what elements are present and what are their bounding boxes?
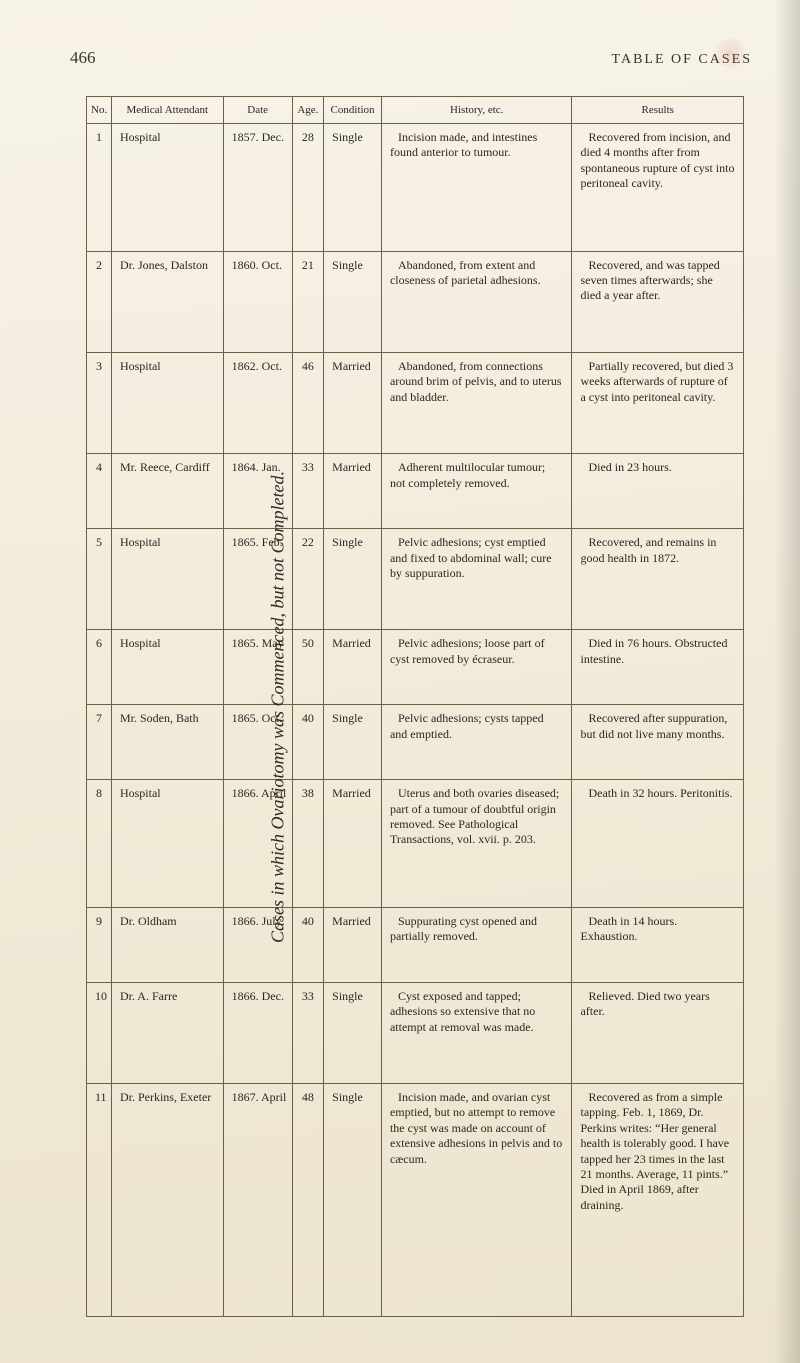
cell-results: Partially recovered, but died 3 weeks af…: [572, 352, 744, 453]
table-row: 10 Dr. A. Farre 1866. Dec. 33 Single Cys…: [87, 982, 744, 1083]
cell-condition: Married: [324, 630, 382, 705]
cell-attendant: Hospital: [111, 124, 223, 252]
cell-date: 1866. Dec.: [223, 982, 292, 1083]
table-row: 2 Dr. Jones, Dalston 1860. Oct. 21 Singl…: [87, 251, 744, 352]
cell-results: Recovered, and was tapped seven times af…: [572, 251, 744, 352]
cell-age: 40: [292, 907, 324, 982]
table-row: 8 Hospital 1866. April 38 Married Uterus…: [87, 780, 744, 908]
cell-no: 5: [87, 529, 112, 630]
cell-attendant: Dr. Jones, Dalston: [111, 251, 223, 352]
cell-history: Pelvic adhesions; cyst emptied and fixed…: [381, 529, 572, 630]
col-attendant: Medical Attendant: [111, 97, 223, 124]
cases-table: No. Medical Attendant Date Age. Conditio…: [86, 96, 744, 1317]
cell-history: Incision made, and intestines found ante…: [381, 124, 572, 252]
cell-condition: Single: [324, 251, 382, 352]
cell-no: 2: [87, 251, 112, 352]
cell-attendant: Hospital: [111, 529, 223, 630]
cell-condition: Single: [324, 1084, 382, 1317]
table-row: 1 Hospital 1857. Dec. 28 Single Incision…: [87, 124, 744, 252]
cell-date: 1867. April: [223, 1084, 292, 1317]
cell-results: Died in 76 hours. Obstructed intestine.: [572, 630, 744, 705]
page-header: 466 TABLE OF CASES: [60, 48, 756, 92]
col-age: Age.: [292, 97, 324, 124]
cell-age: 50: [292, 630, 324, 705]
cell-no: 7: [87, 705, 112, 780]
cell-history: Abandoned, from extent and closeness of …: [381, 251, 572, 352]
cell-attendant: Hospital: [111, 780, 223, 908]
cell-date: 1862. Oct.: [223, 352, 292, 453]
cell-attendant: Hospital: [111, 630, 223, 705]
table-row: 7 Mr. Soden, Bath 1865. Oct. 40 Single P…: [87, 705, 744, 780]
cell-age: 40: [292, 705, 324, 780]
table-row: 3 Hospital 1862. Oct. 46 Married Abandon…: [87, 352, 744, 453]
cell-history: Cyst exposed and tapped; adhesions so ex…: [381, 982, 572, 1083]
cell-no: 8: [87, 780, 112, 908]
cell-no: 3: [87, 352, 112, 453]
table-side-title: Cases in which Ovariotomy was Commenced,…: [267, 471, 288, 943]
cell-condition: Single: [324, 705, 382, 780]
page-scan: 466 TABLE OF CASES Cases in which Ovario…: [0, 0, 800, 1363]
cell-attendant: Mr. Soden, Bath: [111, 705, 223, 780]
cell-no: 11: [87, 1084, 112, 1317]
cell-age: 38: [292, 780, 324, 908]
cell-age: 33: [292, 454, 324, 529]
cell-attendant: Dr. Oldham: [111, 907, 223, 982]
cell-no: 9: [87, 907, 112, 982]
cell-age: 28: [292, 124, 324, 252]
table-row: 6 Hospital 1865. May 50 Married Pelvic a…: [87, 630, 744, 705]
cell-attendant: Dr. A. Farre: [111, 982, 223, 1083]
cell-results: Death in 14 hours. Exhaustion.: [572, 907, 744, 982]
cell-condition: Single: [324, 124, 382, 252]
cell-results: Recovered as from a simple tapping. Feb.…: [572, 1084, 744, 1317]
cell-no: 1: [87, 124, 112, 252]
cell-condition: Married: [324, 454, 382, 529]
cell-condition: Married: [324, 907, 382, 982]
cell-results: Recovered, and remains in good health in…: [572, 529, 744, 630]
cell-results: Died in 23 hours.: [572, 454, 744, 529]
cell-no: 6: [87, 630, 112, 705]
table-body: 1 Hospital 1857. Dec. 28 Single Incision…: [87, 124, 744, 1317]
col-condition: Condition: [324, 97, 382, 124]
cell-condition: Single: [324, 982, 382, 1083]
cell-age: 22: [292, 529, 324, 630]
cell-age: 46: [292, 352, 324, 453]
cell-condition: Married: [324, 780, 382, 908]
cell-age: 33: [292, 982, 324, 1083]
col-no: No.: [87, 97, 112, 124]
cell-attendant: Dr. Perkins, Exeter: [111, 1084, 223, 1317]
cell-attendant: Hospital: [111, 352, 223, 453]
cell-results: Relieved. Died two years after.: [572, 982, 744, 1083]
cell-condition: Married: [324, 352, 382, 453]
cell-attendant: Mr. Reece, Cardiff: [111, 454, 223, 529]
table-header-row: No. Medical Attendant Date Age. Conditio…: [87, 97, 744, 124]
cell-results: Recovered after suppuration, but did not…: [572, 705, 744, 780]
table-row: 11 Dr. Perkins, Exeter 1867. April 48 Si…: [87, 1084, 744, 1317]
cell-date: 1860. Oct.: [223, 251, 292, 352]
cell-results: Recovered from incision, and died 4 mont…: [572, 124, 744, 252]
col-history: History, etc.: [381, 97, 572, 124]
col-results: Results: [572, 97, 744, 124]
table-row: 5 Hospital 1865. Feb. 22 Single Pelvic a…: [87, 529, 744, 630]
cell-history: Abandoned, from connections around brim …: [381, 352, 572, 453]
cell-no: 4: [87, 454, 112, 529]
table-frame: Cases in which Ovariotomy was Commenced,…: [86, 96, 744, 1317]
col-date: Date: [223, 97, 292, 124]
cell-history: Pelvic adhesions; loose part of cyst rem…: [381, 630, 572, 705]
paper-stain: [712, 38, 748, 68]
cell-history: Uterus and both ovaries diseased; part o…: [381, 780, 572, 908]
cell-history: Incision made, and ovarian cyst emptied,…: [381, 1084, 572, 1317]
page-number: 466: [70, 48, 96, 68]
cell-age: 21: [292, 251, 324, 352]
cell-results: Death in 32 hours. Peritonitis.: [572, 780, 744, 908]
table-row: 9 Dr. Oldham 1866. July 40 Married Suppu…: [87, 907, 744, 982]
cell-no: 10: [87, 982, 112, 1083]
cell-history: Pelvic adhesions; cysts tapped and empti…: [381, 705, 572, 780]
cell-age: 48: [292, 1084, 324, 1317]
cell-date: 1857. Dec.: [223, 124, 292, 252]
table-row: 4 Mr. Reece, Cardiff 1864. Jan. 33 Marri…: [87, 454, 744, 529]
cell-history: Suppurating cyst opened and partially re…: [381, 907, 572, 982]
cell-history: Adherent multilocular tumour; not comple…: [381, 454, 572, 529]
cell-condition: Single: [324, 529, 382, 630]
